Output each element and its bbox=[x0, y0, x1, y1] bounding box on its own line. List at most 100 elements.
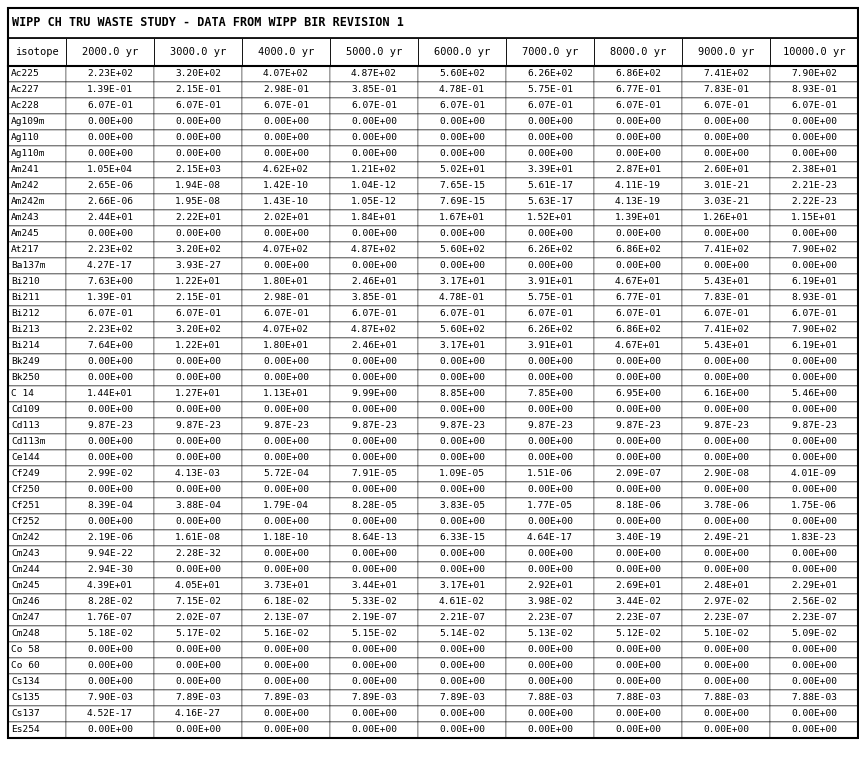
Text: 2000.0 yr: 2000.0 yr bbox=[82, 47, 138, 57]
Text: 6000.0 yr: 6000.0 yr bbox=[434, 47, 490, 57]
Bar bbox=[594, 594, 682, 610]
Bar bbox=[8, 626, 66, 642]
Text: 4.13E-19: 4.13E-19 bbox=[615, 198, 661, 207]
Bar bbox=[770, 210, 858, 226]
Bar bbox=[770, 290, 858, 306]
Text: 5.10E-02: 5.10E-02 bbox=[703, 629, 749, 638]
Text: 0.00E+00: 0.00E+00 bbox=[703, 230, 749, 239]
Bar bbox=[242, 482, 330, 498]
Text: 1.18E-10: 1.18E-10 bbox=[263, 534, 309, 543]
Text: 2.99E-02: 2.99E-02 bbox=[87, 470, 133, 479]
Text: Bi212: Bi212 bbox=[11, 309, 40, 318]
Text: 7.64E+00: 7.64E+00 bbox=[87, 341, 133, 350]
Text: 5.14E-02: 5.14E-02 bbox=[439, 629, 485, 638]
Text: Cm246: Cm246 bbox=[11, 597, 40, 606]
Bar bbox=[594, 38, 682, 66]
Text: 1.95E-08: 1.95E-08 bbox=[175, 198, 221, 207]
Bar bbox=[506, 98, 594, 114]
Bar bbox=[594, 722, 682, 738]
Bar bbox=[594, 610, 682, 626]
Text: 0.00E+00: 0.00E+00 bbox=[703, 406, 749, 414]
Text: 6.07E-01: 6.07E-01 bbox=[175, 309, 221, 318]
Text: 0.00E+00: 0.00E+00 bbox=[615, 134, 661, 143]
Bar bbox=[682, 674, 770, 690]
Text: Cd113: Cd113 bbox=[11, 422, 40, 430]
Bar bbox=[506, 66, 594, 82]
Bar bbox=[682, 146, 770, 162]
Bar bbox=[8, 434, 858, 450]
Bar bbox=[594, 242, 682, 258]
Bar bbox=[242, 434, 330, 450]
Text: 0.00E+00: 0.00E+00 bbox=[351, 406, 397, 414]
Bar bbox=[154, 578, 242, 594]
Text: Cs137: Cs137 bbox=[11, 710, 40, 718]
Text: Am241: Am241 bbox=[11, 166, 40, 175]
Bar bbox=[242, 162, 330, 178]
Text: 6.07E-01: 6.07E-01 bbox=[351, 309, 397, 318]
Text: 0.00E+00: 0.00E+00 bbox=[527, 677, 573, 686]
Text: 0.00E+00: 0.00E+00 bbox=[263, 726, 309, 734]
Bar bbox=[8, 146, 66, 162]
Text: 0.00E+00: 0.00E+00 bbox=[87, 357, 133, 366]
Bar bbox=[8, 98, 858, 114]
Bar bbox=[8, 338, 858, 354]
Text: 1.04E-12: 1.04E-12 bbox=[351, 182, 397, 191]
Bar bbox=[330, 162, 418, 178]
Bar bbox=[242, 498, 330, 514]
Bar bbox=[770, 162, 858, 178]
Text: 3.88E-04: 3.88E-04 bbox=[175, 502, 221, 511]
Bar bbox=[330, 130, 418, 146]
Text: 5.75E-01: 5.75E-01 bbox=[527, 86, 573, 94]
Bar bbox=[770, 722, 858, 738]
Text: Ag109m: Ag109m bbox=[11, 118, 46, 126]
Bar bbox=[506, 82, 594, 98]
Bar bbox=[682, 482, 770, 498]
Bar bbox=[682, 226, 770, 242]
Bar bbox=[506, 722, 594, 738]
Text: 0.00E+00: 0.00E+00 bbox=[615, 549, 661, 559]
Text: 5.63E-17: 5.63E-17 bbox=[527, 198, 573, 207]
Bar bbox=[682, 338, 770, 354]
Bar bbox=[682, 322, 770, 338]
Bar bbox=[330, 258, 418, 274]
Bar bbox=[594, 434, 682, 450]
Text: 6.19E+01: 6.19E+01 bbox=[791, 341, 837, 350]
Bar bbox=[770, 370, 858, 386]
Bar bbox=[506, 226, 594, 242]
Text: 0.00E+00: 0.00E+00 bbox=[87, 438, 133, 447]
Bar bbox=[8, 38, 66, 66]
Bar bbox=[506, 338, 594, 354]
Text: 1.22E+01: 1.22E+01 bbox=[175, 341, 221, 350]
Text: 0.00E+00: 0.00E+00 bbox=[703, 261, 749, 271]
Text: 0.00E+00: 0.00E+00 bbox=[351, 549, 397, 559]
Bar bbox=[594, 402, 682, 418]
Bar bbox=[330, 466, 418, 482]
Bar bbox=[682, 626, 770, 642]
Bar bbox=[330, 674, 418, 690]
Bar bbox=[682, 38, 770, 66]
Bar bbox=[154, 690, 242, 706]
Bar bbox=[8, 322, 66, 338]
Text: 0.00E+00: 0.00E+00 bbox=[175, 661, 221, 670]
Text: 0.00E+00: 0.00E+00 bbox=[351, 677, 397, 686]
Bar bbox=[66, 594, 154, 610]
Bar bbox=[8, 546, 66, 562]
Text: Cm247: Cm247 bbox=[11, 613, 40, 622]
Bar bbox=[418, 98, 506, 114]
Text: 6.26E+02: 6.26E+02 bbox=[527, 245, 573, 255]
Bar bbox=[506, 322, 594, 338]
Text: 0.00E+00: 0.00E+00 bbox=[703, 373, 749, 382]
Bar bbox=[154, 642, 242, 658]
Text: 7.83E-01: 7.83E-01 bbox=[703, 293, 749, 302]
Text: Cm248: Cm248 bbox=[11, 629, 40, 638]
Text: 0.00E+00: 0.00E+00 bbox=[87, 645, 133, 654]
Text: Bk249: Bk249 bbox=[11, 357, 40, 366]
Text: 0.00E+00: 0.00E+00 bbox=[791, 118, 837, 126]
Bar bbox=[8, 514, 858, 530]
Bar bbox=[8, 418, 858, 434]
Text: 0.00E+00: 0.00E+00 bbox=[87, 677, 133, 686]
Bar bbox=[506, 514, 594, 530]
Text: 1.80E+01: 1.80E+01 bbox=[263, 341, 309, 350]
Bar bbox=[330, 658, 418, 674]
Bar bbox=[594, 354, 682, 370]
